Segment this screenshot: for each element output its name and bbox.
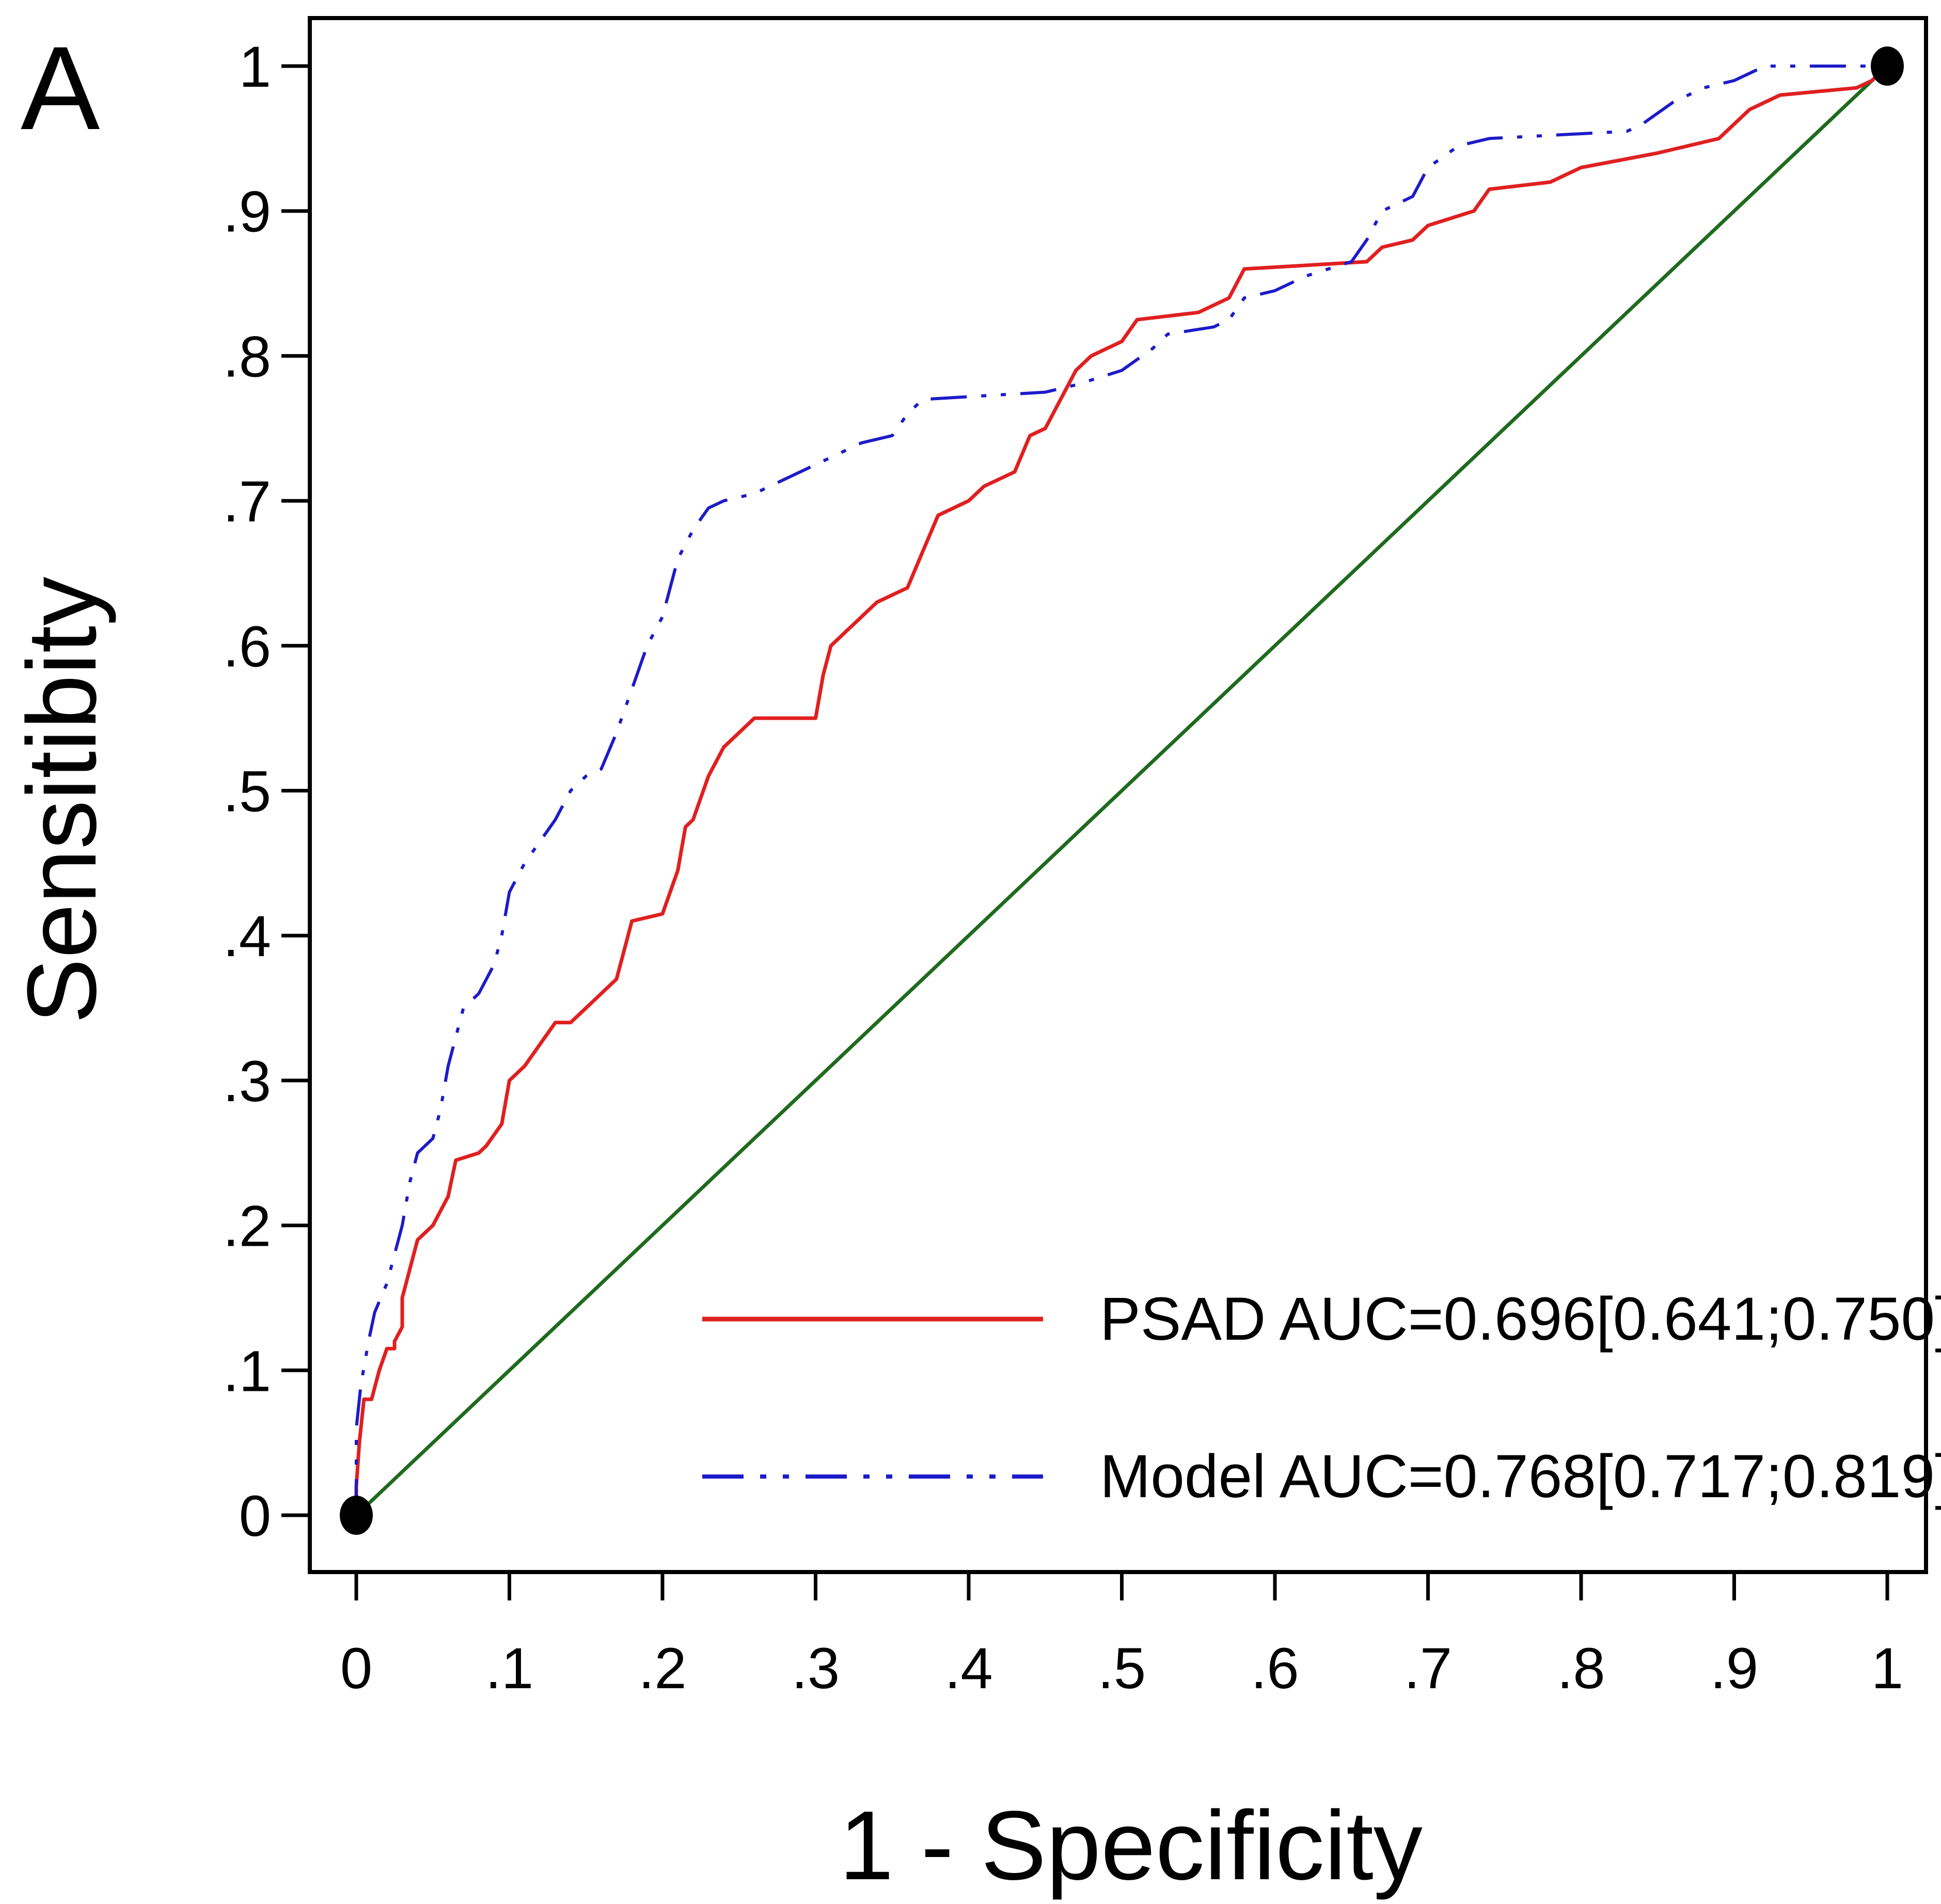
endpoint-layer	[340, 46, 1904, 1535]
y-tick-label: 0	[239, 1484, 271, 1548]
y-tick-label: .5	[223, 759, 271, 824]
legend-label: Model AUC=0.768[0.717;0.819]	[1100, 1442, 1941, 1511]
y-tick-label: .8	[223, 324, 271, 389]
x-tick-label: 0	[340, 1636, 372, 1701]
x-tick-label: .5	[1098, 1636, 1146, 1701]
y-tick-label: .9	[223, 180, 271, 244]
y-axis: 0 .1 .2 .3 .4 .5 .6 .7 .8 .9 1	[223, 35, 310, 1548]
x-tick-label: .3	[792, 1636, 840, 1701]
y-axis-title: Sensitibity	[7, 577, 117, 1024]
plot-frame	[308, 16, 1928, 1574]
endpoint-marker	[1871, 46, 1904, 86]
panel-label: A	[21, 22, 100, 154]
x-tick-label: .9	[1710, 1636, 1758, 1701]
x-tick-label: .2	[638, 1636, 686, 1701]
x-tick-label: .8	[1557, 1636, 1605, 1701]
legend-label: PSAD AUC=0.696[0.641;0.750]	[1100, 1285, 1941, 1353]
endpoint-marker	[340, 1496, 373, 1535]
x-axis: 0 .1 .2 .3 .4 .5 .6 .7 .8 .9 1	[340, 1572, 1903, 1701]
y-tick-label: .7	[223, 469, 271, 534]
series-line-1	[355, 65, 1887, 1515]
x-axis-title: 1 - Specificity	[839, 1791, 1423, 1900]
x-tick-label: .7	[1404, 1636, 1452, 1701]
y-tick-label: .4	[223, 904, 271, 969]
x-tick-label: .4	[944, 1636, 992, 1701]
x-tick-label: 1	[1871, 1636, 1903, 1701]
reference-line	[355, 65, 1889, 1517]
y-tick-label: .6	[223, 614, 271, 679]
x-tick-label: .6	[1251, 1636, 1299, 1701]
series-line-0	[354, 65, 1889, 1515]
x-tick-label: .1	[485, 1636, 533, 1701]
y-tick-label: .1	[223, 1339, 271, 1403]
legend: PSAD AUC=0.696[0.641;0.750] Model AUC=0.7…	[702, 1285, 1941, 1511]
series-layer	[354, 65, 1889, 1517]
y-tick-label: .2	[223, 1194, 271, 1259]
y-tick-label: .3	[223, 1049, 271, 1114]
y-tick-label: 1	[239, 35, 271, 99]
